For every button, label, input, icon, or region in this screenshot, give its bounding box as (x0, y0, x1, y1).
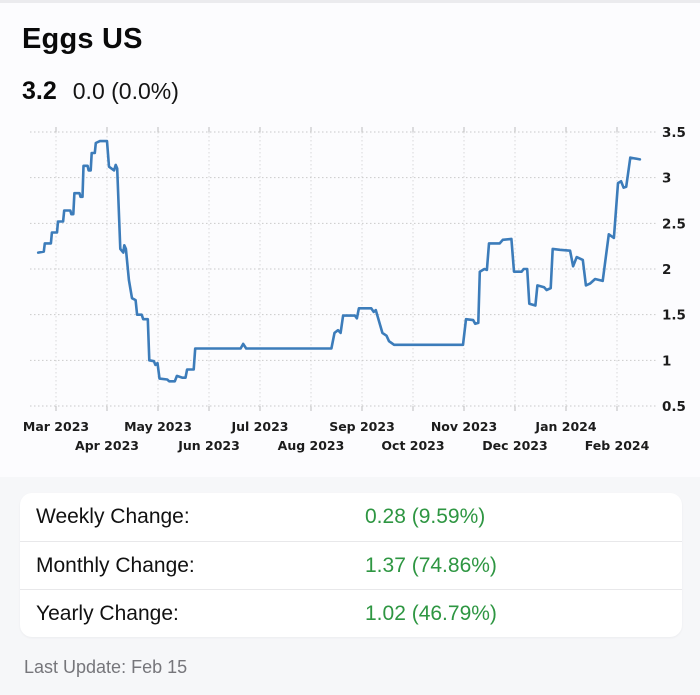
price-row: 3.2 0.0 (0.0%) (22, 77, 678, 106)
x-axis-label: Feb 2024 (585, 438, 650, 453)
y-axis-label: 3.5 (662, 125, 686, 141)
x-axis-label: Mar 2023 (23, 419, 89, 434)
price-line (36, 139, 642, 383)
price-change: 0.0 (0.0%) (72, 78, 179, 104)
last-update-text: Last Update: Feb 15 (24, 657, 188, 677)
price-chart-canvas: 0.5 1 1.5 2 2.5 3 3.5 Mar 2023 Apr 2023 May 2023 J… (23, 125, 686, 453)
y-axis-label: 2 (662, 262, 671, 278)
price-chart: 0.5 1 1.5 2 2.5 3 3.5 Mar 2023 Apr 2023 May 2023 J… (0, 114, 700, 454)
x-axis-label: Sep 2023 (329, 419, 395, 434)
y-axis-label: 2.5 (662, 216, 686, 232)
quote-header: Eggs US 3.2 0.0 (0.0%) (0, 3, 700, 106)
x-axis-label: Jun 2023 (177, 438, 240, 453)
stats-value: 1.02 (46.79%) (365, 601, 497, 625)
x-axis-label: May 2023 (124, 419, 192, 434)
x-axis-label: Jan 2024 (534, 419, 596, 434)
x-axis-label: Nov 2023 (431, 419, 497, 434)
x-axis-label: Jul 2023 (231, 419, 289, 434)
change-stats-table: Weekly Change: 0.28 (9.59%) Monthly Change… (20, 493, 682, 637)
stats-value: 1.37 (74.86%) (365, 553, 497, 577)
stats-row-2: Monthly Change: 1.37 (74.86%) (20, 541, 682, 589)
stats-label: Monthly Change: (36, 553, 195, 577)
stats-row-3: Yearly Change: 1.02 (46.79%) (20, 589, 682, 637)
stats-label: Weekly Change: (36, 505, 190, 528)
y-axis-label: 0.5 (662, 399, 686, 415)
x-axis-label: Dec 2023 (482, 438, 547, 453)
x-axis-label: Aug 2023 (278, 438, 345, 453)
current-price: 3.2 (22, 77, 57, 105)
stats-row-1: Weekly Change: 0.28 (9.59%) (20, 493, 682, 541)
y-axis-label: 3 (662, 171, 671, 187)
y-axis-label: 1.5 (662, 308, 686, 324)
x-axis-label: Oct 2023 (381, 438, 444, 453)
y-axis-label: 1 (662, 353, 671, 369)
page-title: Eggs US (22, 23, 143, 55)
footer: Last Update: Feb 15 (0, 637, 700, 678)
top-strip (0, 0, 700, 3)
stats-section: Weekly Change: 0.28 (9.59%) Monthly Change… (0, 477, 700, 678)
x-axis-label: Apr 2023 (75, 438, 139, 453)
quote-panel: Eggs US 3.2 0.0 (0.0%) 0.5 1 1.5 2 2.5 3 3.5 Ma… (0, 3, 700, 477)
stats-value: 0.28 (9.59%) (365, 505, 486, 528)
stats-label: Yearly Change: (36, 601, 179, 625)
